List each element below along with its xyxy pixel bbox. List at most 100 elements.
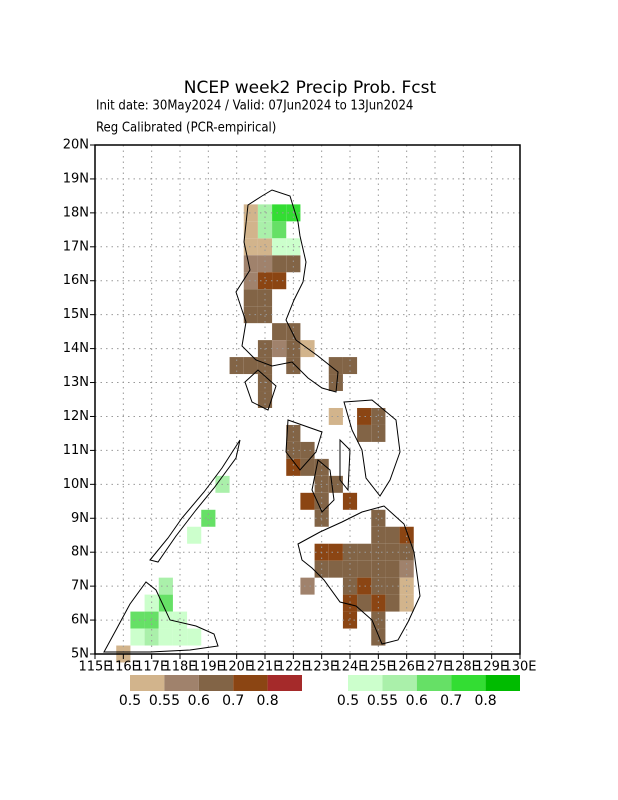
y-tick-label: 17N — [63, 239, 89, 254]
forecast-cell — [385, 594, 400, 612]
forecast-cell — [328, 543, 343, 561]
legend: 0.5 0.55 0.6 0.7 0.8 0.5 0.55 0.6 0.7 0.8 — [119, 675, 520, 709]
axes: 115E116E117E118E119E120E121E122E123E124E… — [63, 138, 537, 675]
forecast-cell — [187, 628, 202, 646]
x-tick-label: 124E — [333, 660, 366, 675]
forecast-cell — [272, 323, 287, 341]
forecast-cell — [243, 255, 258, 273]
y-tick-label: 12N — [63, 409, 89, 424]
x-tick-label: 128E — [447, 660, 480, 675]
forecast-cell — [257, 255, 273, 273]
forecast-cell — [172, 628, 188, 646]
legend-swatch — [382, 675, 417, 691]
y-tick-label: 18N — [63, 205, 89, 220]
legend-label: 0.7 — [222, 693, 244, 709]
legend-label: 0.55 — [149, 693, 180, 709]
x-tick-label: 117E — [135, 660, 168, 675]
forecast-cell — [357, 560, 372, 578]
legend-label: 0.5 — [119, 693, 141, 709]
coast-mindoro — [244, 369, 277, 411]
legend-swatch — [348, 675, 383, 691]
forecast-cell — [243, 306, 258, 324]
x-tick-label: 130E — [503, 660, 536, 675]
forecast-cell — [257, 204, 273, 222]
legend-label: 0.6 — [406, 693, 428, 709]
forecast-cell — [158, 577, 173, 595]
forecast-cell — [328, 357, 343, 375]
x-tick-label: 123E — [305, 660, 338, 675]
x-tick-label: 127E — [418, 660, 451, 675]
legend-swatch — [416, 675, 452, 691]
forecast-cell — [357, 543, 372, 561]
forecast-cell — [158, 594, 173, 612]
title: NCEP week2 Precip Prob. Fcst — [184, 78, 437, 98]
forecast-cell — [371, 424, 386, 442]
y-tick-label: 9N — [71, 511, 89, 526]
coast-luzon — [235, 189, 339, 393]
legend-label: 0.7 — [440, 693, 462, 709]
legend-swatch — [267, 675, 302, 691]
forecast-cell — [385, 560, 400, 578]
forecast-cell — [342, 594, 358, 612]
forecast-cell — [130, 611, 145, 629]
subtitle: Init date: 30May2024 / Valid: 07Jun2024 … — [96, 99, 413, 114]
legend-swatch — [198, 675, 234, 691]
forecast-cell — [328, 560, 343, 578]
y-tick-label: 13N — [63, 375, 89, 390]
legend-swatch — [233, 675, 268, 691]
forecast-cell — [130, 628, 145, 646]
y-tick-label: 7N — [71, 579, 89, 594]
coast-negros-cebu — [311, 438, 351, 513]
forecast-cell — [144, 628, 159, 646]
forecast-cell — [357, 594, 372, 612]
coast-panay — [285, 419, 323, 471]
legend-swatch — [451, 675, 486, 691]
legend-swatch — [164, 675, 199, 691]
forecast-cell — [399, 526, 414, 544]
forecast-cell — [158, 611, 173, 629]
forecast-cell — [300, 577, 315, 595]
forecast-cell — [272, 238, 287, 256]
y-tick-label: 15N — [63, 307, 89, 322]
cell-layer — [116, 204, 414, 663]
plot-frame — [94, 144, 521, 655]
forecast-cell — [243, 357, 258, 375]
forecast-cell — [243, 289, 258, 307]
forecast-cell — [272, 340, 287, 358]
forecast-cell — [158, 628, 173, 646]
legend-swatch — [485, 675, 520, 691]
forecast-cell — [272, 272, 287, 290]
x-tick-label: 118E — [163, 660, 196, 675]
forecast-cell — [201, 509, 216, 527]
legend-label: 0.8 — [256, 693, 278, 709]
forecast-cell — [300, 458, 315, 476]
legend-label: 0.55 — [367, 693, 398, 709]
forecast-cell — [314, 492, 329, 510]
forecast-cell — [385, 526, 400, 544]
x-tick-label: 116E — [107, 660, 140, 675]
forecast-cell — [371, 628, 386, 646]
forecast-cell — [371, 611, 386, 629]
forecast-cell — [342, 611, 358, 629]
legend-label: 0.6 — [188, 693, 210, 709]
x-tick-label: 115E — [78, 660, 111, 675]
x-tick-label: 120E — [220, 660, 253, 675]
forecast-cell — [314, 458, 329, 476]
forecast-cell — [300, 492, 315, 510]
forecast-cell — [243, 238, 258, 256]
coast-palawan — [149, 439, 241, 563]
forecast-cell — [328, 374, 343, 392]
note: Reg Calibrated (PCR-empirical) — [96, 121, 276, 136]
forecast-cell — [144, 594, 159, 612]
x-tick-label: 129E — [475, 660, 508, 675]
forecast-cell — [257, 238, 273, 256]
y-tick-label: 11N — [63, 443, 89, 458]
forecast-cell — [272, 255, 287, 273]
forecast-cell — [172, 611, 188, 629]
forecast-cell — [286, 424, 301, 442]
forecast-cell — [357, 424, 372, 442]
forecast-cell — [342, 492, 358, 510]
forecast-cell — [357, 407, 372, 425]
forecast-cell — [272, 221, 287, 239]
